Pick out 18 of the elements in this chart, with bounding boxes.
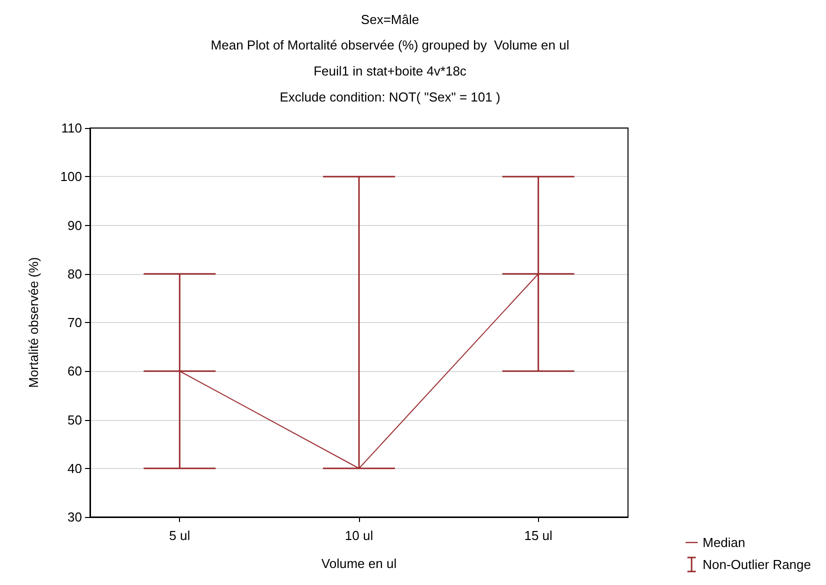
y-tick-label: 60: [68, 364, 82, 379]
chart-title: Sex=Mâle: [360, 12, 420, 27]
y-tick-label: 80: [68, 266, 82, 282]
x-axis-title: Volume en ul: [321, 556, 397, 571]
y-tick-label: 50: [68, 412, 82, 428]
y-tick-label: 30: [68, 510, 82, 524]
x-tick-label: 15 ul: [524, 528, 553, 543]
legend-label: Median: [702, 535, 746, 550]
y-axis-title: Mortalité observée (%): [26, 257, 41, 388]
y-tick-label: 90: [68, 218, 82, 233]
legend-label: Non-Outlier Range: [702, 557, 812, 572]
y-tick-label: 100: [60, 169, 82, 184]
x-tick-label: 5 ul: [169, 528, 190, 543]
x-tick-label: 10 ul: [344, 528, 374, 543]
chart-subtitle: Mean Plot of Mortalité observée (%) grouped by Volume en ul Feuil1 in stat+boite 4v*18c Exclude condition: NOT( "Sex" = 101 ): [210, 38, 570, 104]
y-tick-label: 40: [68, 460, 82, 476]
y-tick-label: 70: [68, 315, 82, 330]
y-tick-label: 110: [61, 120, 82, 136]
